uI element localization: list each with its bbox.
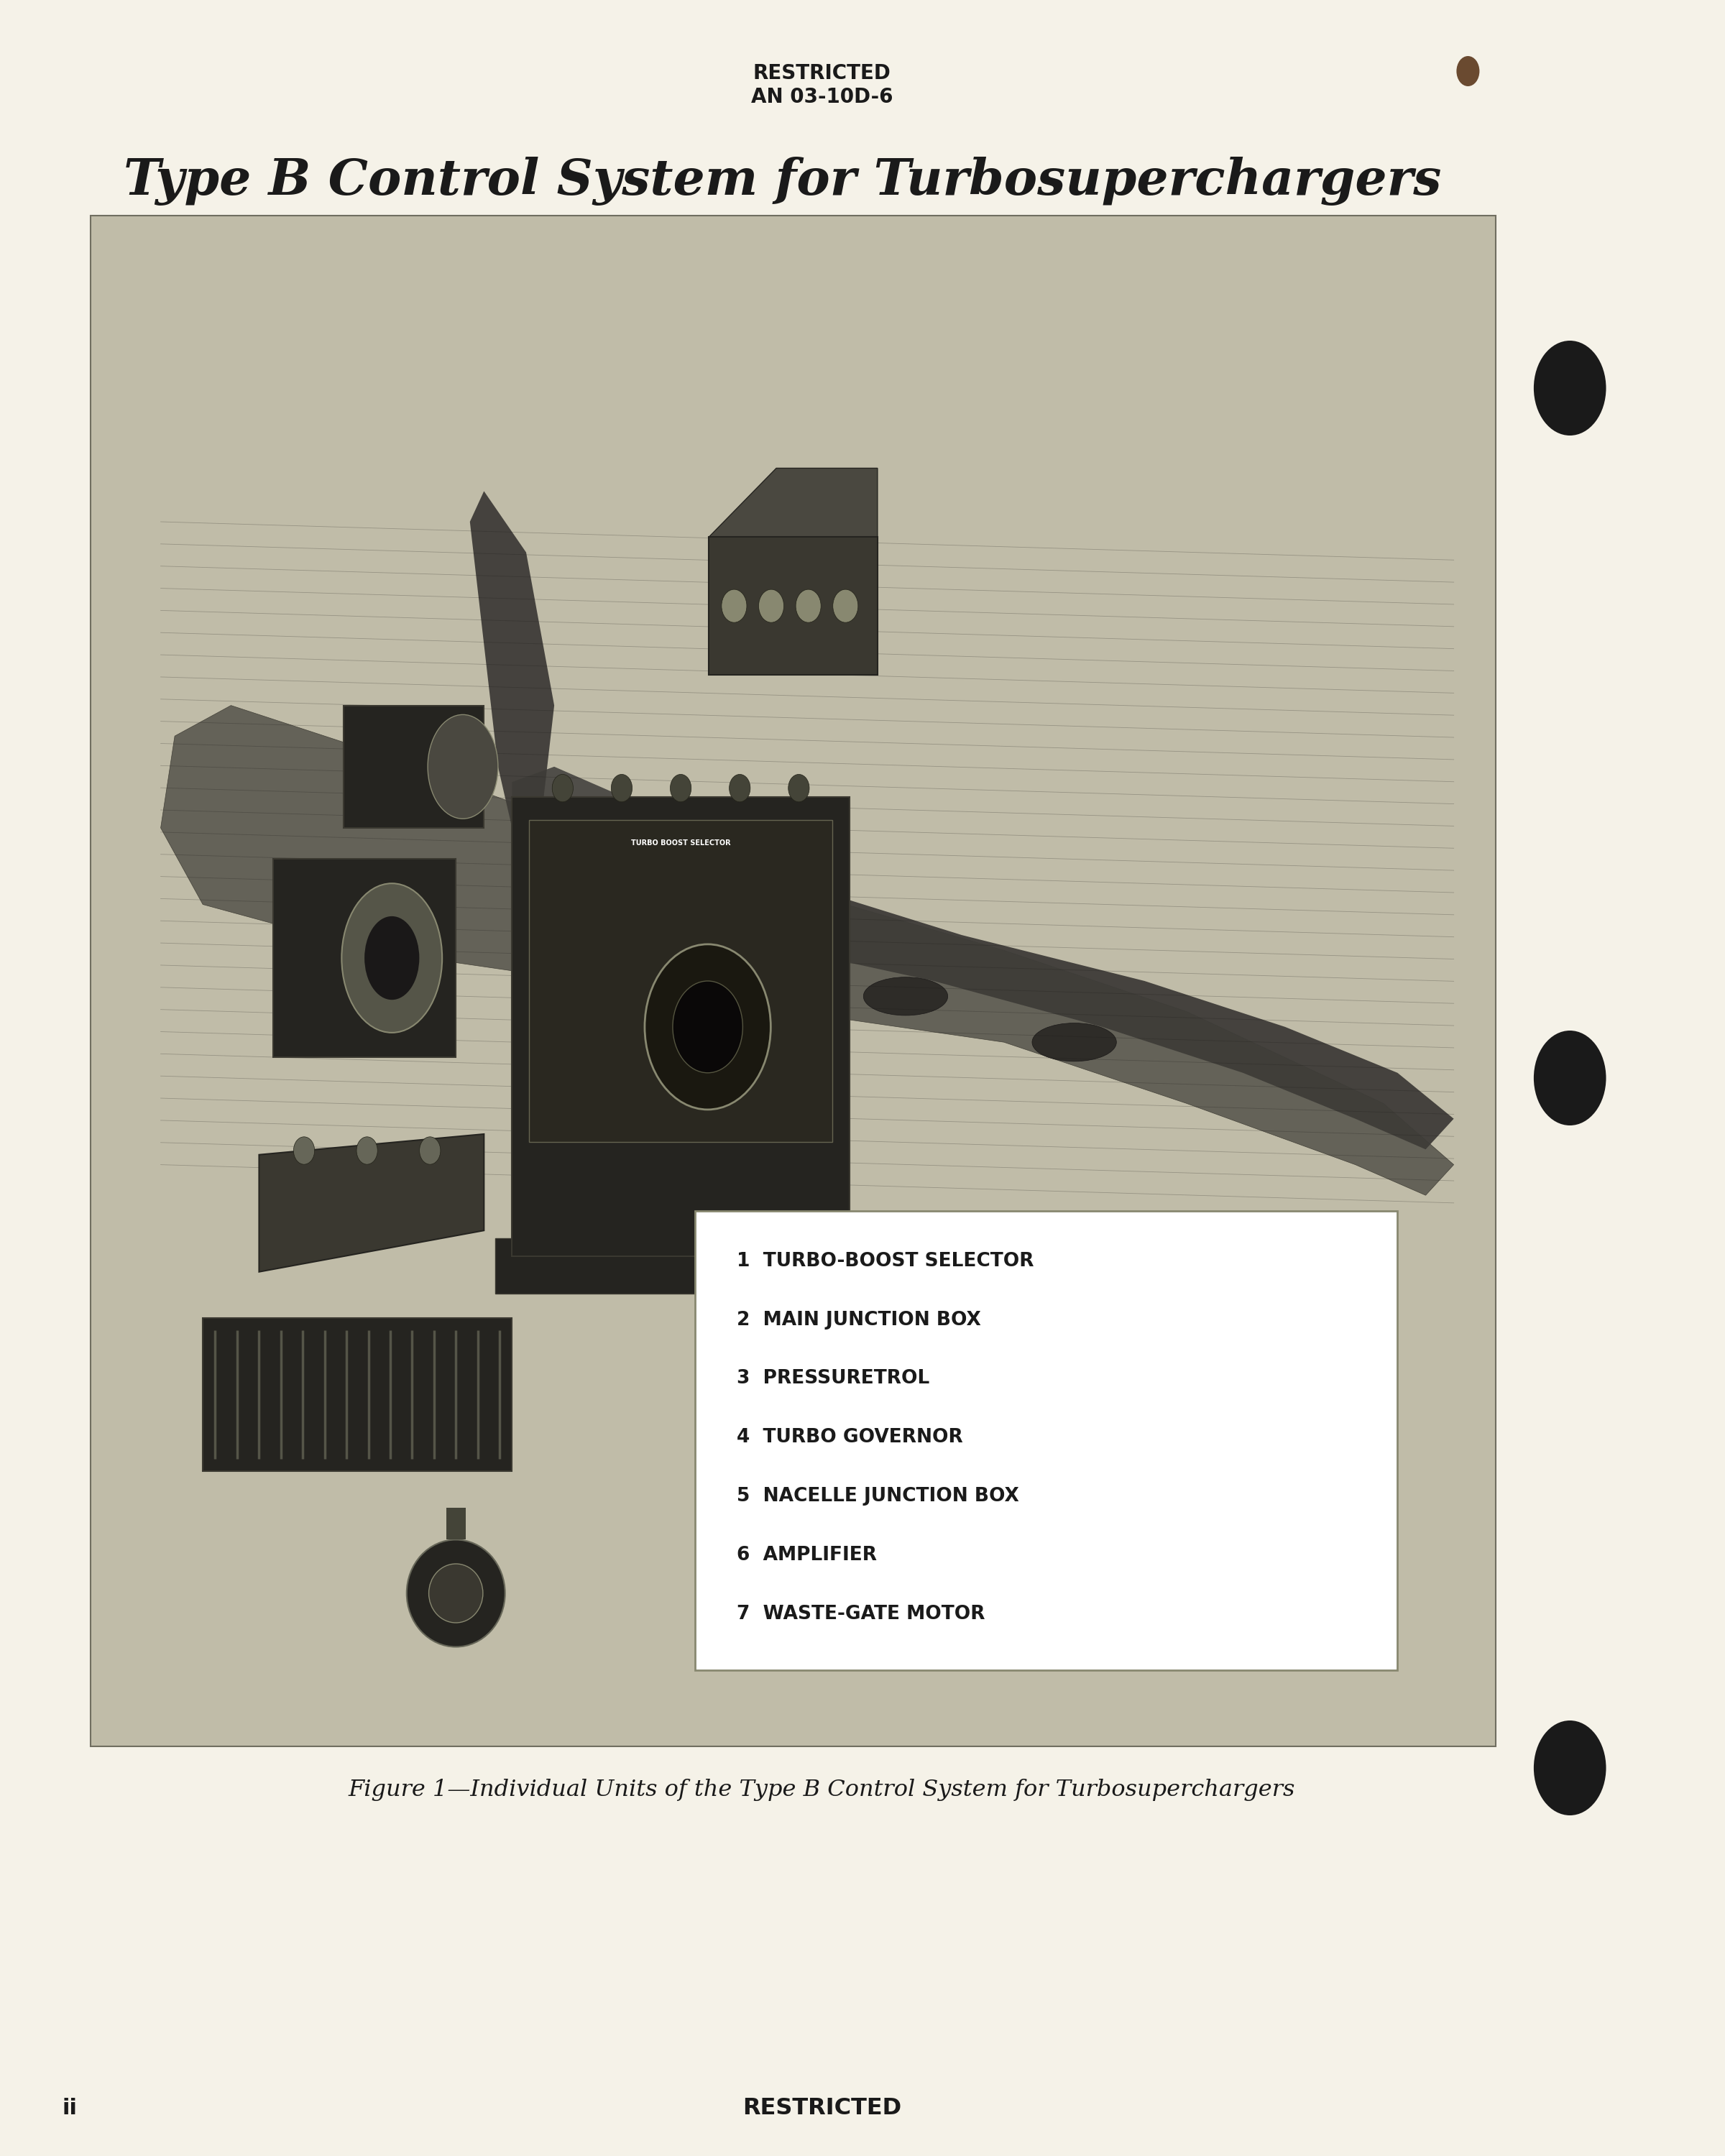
Polygon shape xyxy=(259,1134,485,1272)
Circle shape xyxy=(357,1136,378,1164)
Ellipse shape xyxy=(864,977,947,1015)
Circle shape xyxy=(293,1136,314,1164)
Ellipse shape xyxy=(407,1539,505,1647)
Ellipse shape xyxy=(342,884,442,1033)
Ellipse shape xyxy=(430,1563,483,1623)
Circle shape xyxy=(671,774,692,802)
Text: 1  TURBO-BOOST SELECTOR: 1 TURBO-BOOST SELECTOR xyxy=(737,1253,1035,1270)
Bar xyxy=(530,819,833,1143)
Ellipse shape xyxy=(364,916,419,1000)
Text: 4  TURBO GOVERNOR: 4 TURBO GOVERNOR xyxy=(737,1427,963,1447)
Bar xyxy=(204,1317,512,1470)
Circle shape xyxy=(759,589,783,623)
Polygon shape xyxy=(512,798,1454,1149)
Text: 5  NACELLE JUNCTION BOX: 5 NACELLE JUNCTION BOX xyxy=(737,1488,1019,1505)
Circle shape xyxy=(795,589,821,623)
Circle shape xyxy=(552,774,573,802)
Bar xyxy=(90,216,1496,1746)
Text: RESTRICTED: RESTRICTED xyxy=(754,63,890,84)
Text: 2  MAIN JUNCTION BOX: 2 MAIN JUNCTION BOX xyxy=(737,1311,982,1330)
Ellipse shape xyxy=(754,934,831,968)
Circle shape xyxy=(788,774,809,802)
Text: RESTRICTED: RESTRICTED xyxy=(742,2098,902,2119)
Bar xyxy=(273,858,455,1056)
Bar xyxy=(447,1507,466,1539)
Circle shape xyxy=(1534,1720,1606,1815)
Bar xyxy=(495,1238,866,1294)
Text: 6  AMPLIFIER: 6 AMPLIFIER xyxy=(737,1546,876,1565)
Polygon shape xyxy=(469,492,554,828)
Circle shape xyxy=(721,589,747,623)
Circle shape xyxy=(645,944,771,1110)
Circle shape xyxy=(1534,1031,1606,1125)
Polygon shape xyxy=(160,705,1454,1194)
Circle shape xyxy=(730,774,750,802)
Bar xyxy=(695,1212,1397,1669)
Circle shape xyxy=(419,1136,440,1164)
Ellipse shape xyxy=(428,714,499,819)
Text: 3  PRESSURETROL: 3 PRESSURETROL xyxy=(737,1369,930,1388)
Circle shape xyxy=(611,774,631,802)
Bar xyxy=(709,537,878,675)
Circle shape xyxy=(673,981,743,1074)
Circle shape xyxy=(1456,56,1480,86)
Text: ii: ii xyxy=(62,2098,78,2119)
Polygon shape xyxy=(709,468,878,537)
Bar xyxy=(512,798,849,1257)
Text: AN 03-10D-6: AN 03-10D-6 xyxy=(750,86,894,108)
Ellipse shape xyxy=(1032,1024,1116,1061)
Text: Type B Control System for Turbosuperchargers: Type B Control System for Turbosuperchar… xyxy=(122,157,1440,205)
Text: 7  WASTE-GATE MOTOR: 7 WASTE-GATE MOTOR xyxy=(737,1604,985,1623)
Text: Figure 1—Individual Units of the Type B Control System for Turbosuperchargers: Figure 1—Individual Units of the Type B … xyxy=(348,1779,1295,1800)
Circle shape xyxy=(1534,341,1606,436)
Polygon shape xyxy=(512,768,681,873)
Circle shape xyxy=(833,589,857,623)
Bar xyxy=(343,705,485,828)
Text: TURBO BOOST SELECTOR: TURBO BOOST SELECTOR xyxy=(631,839,731,847)
